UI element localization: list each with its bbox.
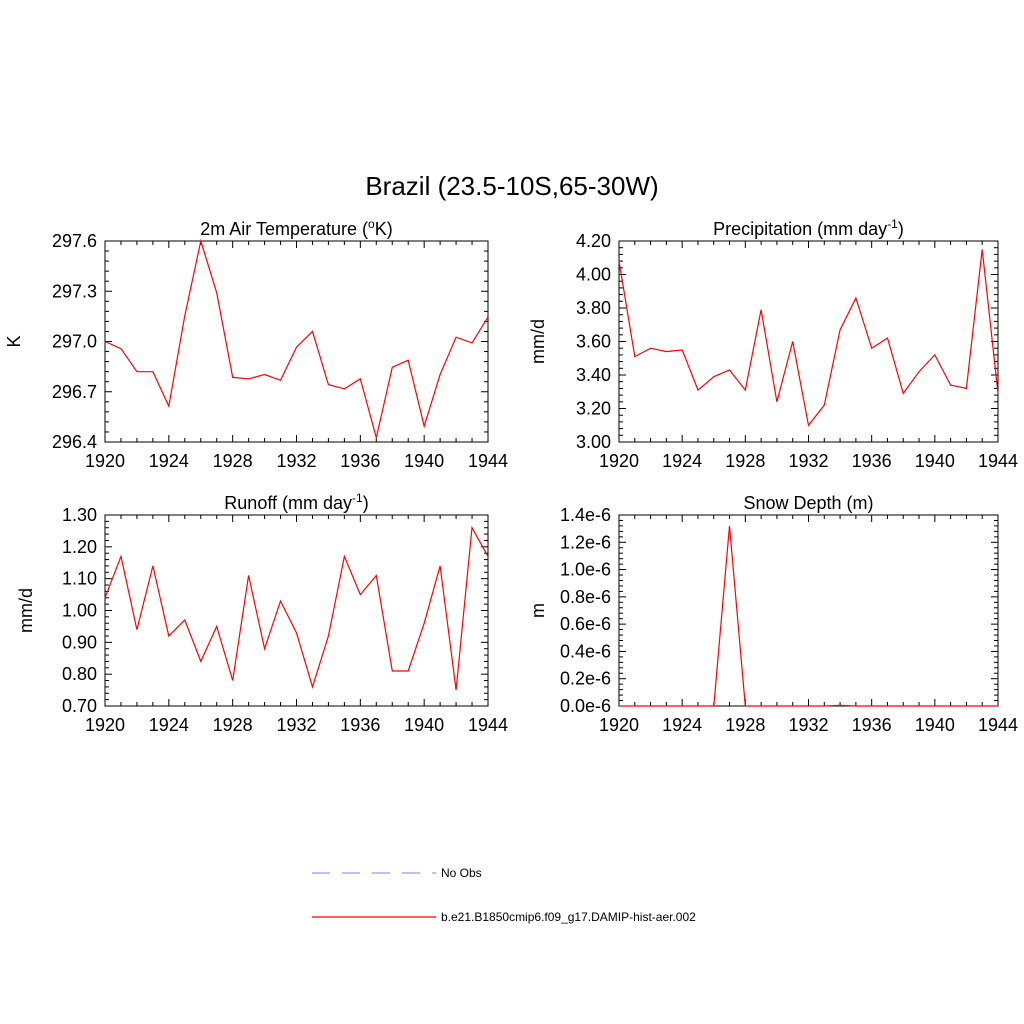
x-tick-label: 1936 — [340, 715, 380, 735]
x-tick-label: 1940 — [915, 715, 955, 735]
x-tick-label: 1940 — [915, 451, 955, 471]
y-tick-label: 3.80 — [576, 298, 611, 318]
y-tick-label: 3.40 — [576, 365, 611, 385]
panel-title-main: 2m Air Temperature ( — [200, 219, 368, 239]
series-line-runoff — [104, 525, 489, 691]
y-tick-label: 0.8e-6 — [560, 587, 611, 607]
legend-label: No Obs — [441, 866, 482, 880]
y-tick-label: 1.2e-6 — [560, 532, 611, 552]
panel-runoff: Runoff (mm day-1) 1920 1924 1928 1932 1936 194… — [16, 491, 508, 735]
panel-title-rest: ) — [363, 493, 369, 513]
y-tick-label: 0.6e-6 — [560, 614, 611, 634]
y-tick-label: 296.4 — [52, 432, 97, 452]
panel-title-superscript: -1 — [352, 491, 363, 505]
x-tick-label: 1924 — [149, 715, 189, 735]
x-tick-label: 1936 — [852, 451, 892, 471]
y-tick-label: 0.4e-6 — [560, 641, 611, 661]
y-tick-label: 0.80 — [62, 664, 97, 684]
x-tick-label: 1920 — [85, 715, 125, 735]
x-tick-label: 1924 — [149, 451, 189, 471]
plot-frame — [618, 240, 999, 443]
series-line-precipitation — [618, 249, 999, 427]
x-tick-label: 1928 — [725, 451, 765, 471]
x-tick-label: 1928 — [213, 451, 253, 471]
y-tick-label: 4.20 — [576, 231, 611, 251]
x-tick-label: 1940 — [404, 715, 444, 735]
panel-title-superscript: o — [368, 217, 375, 231]
y-tick-label: 1.0e-6 — [560, 560, 611, 580]
series-line-snow-depth — [619, 525, 998, 707]
y-tick-label: 1.20 — [62, 537, 97, 557]
panel-title: Precipitation (mm day-1) — [713, 217, 904, 239]
panel-title: Runoff (mm day-1) — [224, 491, 368, 513]
panel-title: 2m Air Temperature (oK) — [200, 217, 392, 239]
legend-label: b.e21.B1850cmip6.f09_g17.DAMIP-hist-aer.… — [441, 910, 696, 924]
x-tick-label: 1932 — [276, 451, 316, 471]
y-tick-label: 297.6 — [52, 231, 97, 251]
x-tick-label: 1928 — [213, 715, 253, 735]
panel-title-main: Runoff (mm day — [224, 493, 352, 513]
figure-title: Brazil (23.5-10S,65-30W) — [365, 171, 658, 201]
y-tick-label: 1.4e-6 — [560, 505, 611, 525]
y-tick-label: 1.10 — [62, 569, 97, 589]
panel-title-rest: K) — [375, 219, 393, 239]
y-tick-label: 297.0 — [52, 332, 97, 352]
plot-frame — [618, 514, 999, 707]
y-tick-label: 3.60 — [576, 332, 611, 352]
panel-air-temperature: 2m Air Temperature (oK) 1920 1924 1928 1932 1… — [4, 217, 508, 471]
x-tick-label: 1936 — [852, 715, 892, 735]
plot-frame — [104, 240, 489, 443]
panel-title-rest: ) — [898, 219, 904, 239]
y-axis-label: mm/d — [16, 588, 36, 633]
panel-title-main: Precipitation (mm day — [713, 219, 887, 239]
x-tick-label: 1936 — [340, 451, 380, 471]
y-tick-label: 4.00 — [576, 265, 611, 285]
legend: No Obs b.e21.B1850cmip6.f09_g17.DAMIP-his… — [312, 866, 696, 924]
panel-precipitation: Precipitation (mm day-1) 1920 1924 1928 1932… — [528, 217, 1018, 471]
y-tick-label: 0.2e-6 — [560, 669, 611, 689]
y-tick-label: 297.3 — [52, 281, 97, 301]
y-axis-label: mm/d — [528, 319, 548, 364]
y-tick-label: 3.20 — [576, 399, 611, 419]
panel-title-superscript: -1 — [887, 217, 898, 231]
x-tick-label: 1932 — [788, 715, 828, 735]
y-axis-label: m — [528, 603, 548, 618]
x-tick-label: 1944 — [978, 715, 1018, 735]
series-line-air-temperature — [104, 238, 489, 438]
x-tick-label: 1928 — [725, 715, 765, 735]
x-tick-label: 1920 — [599, 715, 639, 735]
x-tick-label: 1920 — [599, 451, 639, 471]
y-axis-label: K — [4, 335, 24, 347]
y-tick-label: 0.0e-6 — [560, 696, 611, 716]
x-tick-label: 1944 — [978, 451, 1018, 471]
x-tick-label: 1944 — [468, 451, 508, 471]
panel-snow-depth: Snow Depth (m) 1920 1924 1928 1932 1936 1940 19… — [528, 493, 1018, 735]
x-tick-label: 1932 — [788, 451, 828, 471]
y-tick-label: 1.00 — [62, 601, 97, 621]
y-tick-label: 0.70 — [62, 696, 97, 716]
panel-title: Snow Depth (m) — [743, 493, 873, 513]
x-tick-label: 1920 — [85, 451, 125, 471]
y-tick-label: 3.00 — [576, 432, 611, 452]
x-tick-label: 1944 — [468, 715, 508, 735]
panels: 2m Air Temperature (oK)1920 1924 1928 1932 1… — [4, 217, 1018, 735]
y-tick-label: 1.30 — [62, 505, 97, 525]
x-tick-label: 1940 — [404, 451, 444, 471]
x-tick-label: 1924 — [662, 451, 702, 471]
x-tick-label: 1932 — [276, 715, 316, 735]
panel-title-main: Snow Depth (m) — [743, 493, 873, 513]
y-tick-label: 296.7 — [52, 382, 97, 402]
x-tick-label: 1924 — [662, 715, 702, 735]
y-tick-label: 0.90 — [62, 632, 97, 652]
